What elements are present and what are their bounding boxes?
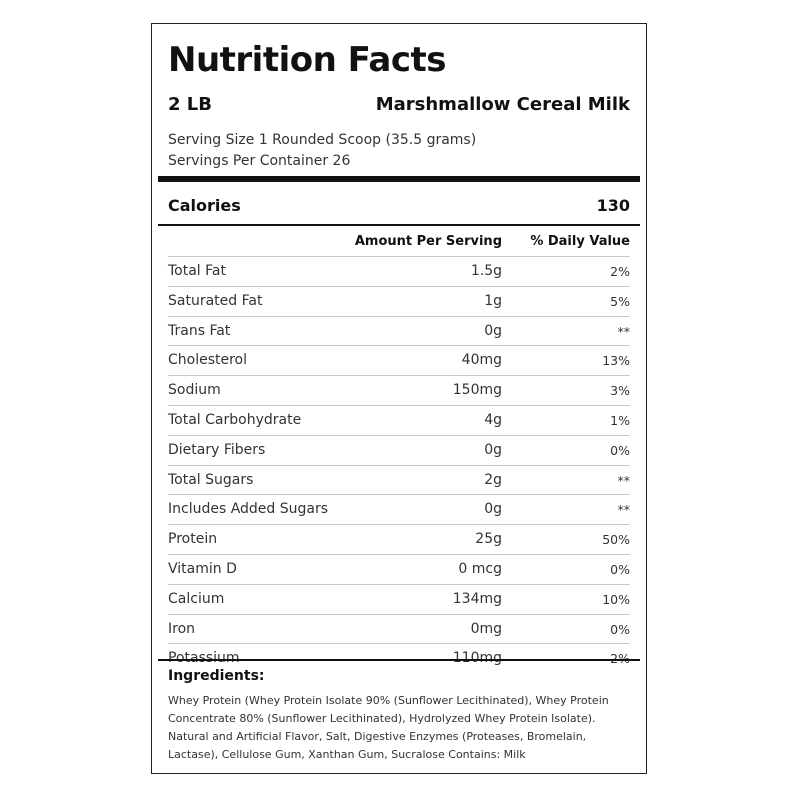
nutrient-daily-value: 0% xyxy=(610,561,630,577)
table-row: Iron 0mg 0% xyxy=(168,613,630,644)
table-row: Potassium 110mg 2% xyxy=(168,643,630,673)
nutrient-daily-value: ** xyxy=(617,502,631,518)
calories-label: Calories xyxy=(168,195,241,215)
nutrient-daily-value: 10% xyxy=(602,591,630,607)
column-headers: Amount Per Serving % Daily Value xyxy=(168,230,630,254)
table-row: Sodium 150mg 3% xyxy=(168,375,630,405)
serving-size: Serving Size 1 Rounded Scoop (35.5 grams… xyxy=(168,132,477,148)
nutrient-amount: 4g xyxy=(484,411,502,428)
bottom-divider xyxy=(158,659,640,661)
amount-header: Amount Per Serving xyxy=(354,234,502,249)
nutrient-daily-value: 5% xyxy=(610,293,630,309)
product-info-row: 2 LB Marshmallow Cereal Milk xyxy=(168,92,630,116)
nutrient-name: Protein xyxy=(168,531,218,548)
nutrient-amount: 110mg xyxy=(453,650,502,666)
nutrient-amount: 0g xyxy=(484,322,502,339)
nutrient-amount: 0g xyxy=(484,501,502,518)
calories-value: 130 xyxy=(596,195,630,215)
table-row: Saturated Fat 1g 5% xyxy=(168,285,630,316)
ingredients-text: Whey Protein (Whey Protein Isolate 90% (… xyxy=(168,694,609,761)
nutrient-daily-value: ** xyxy=(617,472,631,488)
nutrient-daily-value: 0% xyxy=(610,442,630,458)
nutrient-amount: 25g xyxy=(475,531,502,548)
serving-info: Serving Size 1 Rounded Scoop (35.5 grams… xyxy=(168,130,476,172)
nutrient-name: Potassium xyxy=(168,650,240,666)
nutrient-table: Total Fat 1.5g 2% Saturated Fat 1g 5% Trans Fa… xyxy=(168,256,630,673)
table-row: Cholesterol 40mg 13% xyxy=(168,345,630,375)
nutrient-name: Includes Added Sugars xyxy=(168,501,329,518)
nutrient-daily-value: 2% xyxy=(610,264,630,279)
nutrient-name: Iron xyxy=(168,620,196,637)
nutrient-name: Vitamin D xyxy=(168,560,237,577)
calories-row: Calories 130 xyxy=(168,192,630,218)
product-flavor: Marshmallow Cereal Milk xyxy=(375,93,630,115)
nutrient-daily-value: 2% xyxy=(610,651,630,666)
nutrient-daily-value: 1% xyxy=(610,412,630,428)
ingredients-heading: Ingredients: xyxy=(168,668,265,684)
table-row: Vitamin D 0 mcg 0% xyxy=(168,553,630,584)
nutrient-name: Calcium xyxy=(168,590,225,607)
daily-value-header: % Daily Value xyxy=(530,234,630,249)
table-row: Calcium 134mg 10% xyxy=(168,583,630,614)
table-row: Total Sugars 2g ** xyxy=(168,464,631,495)
page-title: Nutrition Facts xyxy=(168,40,446,80)
nutrition-facts-panel: Nutrition Facts 2 LB Marshmallow Cereal … xyxy=(151,23,647,774)
nutrient-name: Sodium xyxy=(168,382,221,399)
table-row: Dietary Fibers 0g 0% xyxy=(168,434,630,465)
table-row: Includes Added Sugars 0g ** xyxy=(168,494,630,524)
nutrient-daily-value: 50% xyxy=(602,532,630,548)
nutrient-name: Total Carbohydrate xyxy=(168,411,302,428)
servings-per-container: Servings Per Container 26 xyxy=(168,153,351,169)
nutrient-amount: 2g xyxy=(484,471,502,488)
thick-divider xyxy=(158,176,640,182)
nutrient-daily-value: 13% xyxy=(602,353,630,369)
nutrient-amount: 0 mcg xyxy=(458,560,502,577)
nutrient-name: Total Fat xyxy=(168,263,226,279)
nutrient-amount: 1g xyxy=(484,292,502,309)
table-row: Total Fat 1.5g 2% xyxy=(168,256,630,286)
nutrient-amount: 0g xyxy=(484,441,502,458)
calories-divider xyxy=(158,224,640,226)
table-row: Protein 25g 50% xyxy=(168,524,630,554)
nutrient-amount: 0mg xyxy=(470,620,502,637)
nutrient-daily-value: ** xyxy=(617,323,631,339)
nutrient-amount: 1.5g xyxy=(470,263,502,279)
nutrient-amount: 150mg xyxy=(452,382,502,399)
product-size: 2 LB xyxy=(168,93,212,115)
nutrient-name: Trans Fat xyxy=(168,322,231,339)
nutrient-daily-value: 0% xyxy=(610,621,630,637)
nutrient-amount: 134mg xyxy=(452,590,502,607)
table-row: Trans Fat 0g ** xyxy=(168,315,631,346)
table-row: Total Carbohydrate 4g 1% xyxy=(168,404,630,435)
nutrient-name: Dietary Fibers xyxy=(168,441,266,458)
nutrient-name: Total Sugars xyxy=(168,471,254,488)
nutrient-daily-value: 3% xyxy=(610,383,630,399)
nutrient-amount: 40mg xyxy=(461,352,502,369)
nutrient-name: Cholesterol xyxy=(168,352,248,369)
nutrient-name: Saturated Fat xyxy=(168,292,263,309)
